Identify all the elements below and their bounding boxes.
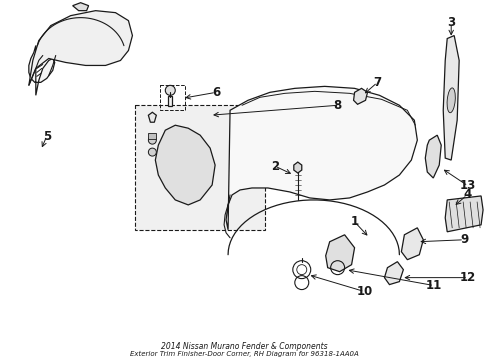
Polygon shape — [29, 11, 132, 85]
Text: 11: 11 — [425, 279, 442, 292]
Text: 3: 3 — [446, 16, 454, 29]
Text: 2: 2 — [270, 159, 278, 172]
Text: 8: 8 — [333, 99, 341, 112]
Text: 9: 9 — [459, 233, 468, 246]
Circle shape — [148, 148, 156, 156]
Polygon shape — [225, 86, 416, 230]
Polygon shape — [444, 196, 482, 232]
Text: 5: 5 — [42, 130, 51, 143]
Polygon shape — [168, 96, 172, 106]
Polygon shape — [148, 112, 156, 122]
Polygon shape — [401, 228, 423, 260]
Text: 12: 12 — [459, 271, 475, 284]
Text: 4: 4 — [462, 188, 470, 202]
Circle shape — [148, 136, 156, 144]
Text: 10: 10 — [356, 285, 372, 298]
Polygon shape — [155, 125, 215, 205]
Polygon shape — [442, 36, 458, 160]
Polygon shape — [29, 45, 55, 95]
Polygon shape — [384, 262, 403, 285]
Polygon shape — [73, 3, 88, 11]
Text: 13: 13 — [459, 180, 475, 193]
FancyBboxPatch shape — [148, 133, 156, 139]
Text: 1: 1 — [350, 215, 358, 228]
Text: Exterior Trim Finisher-Door Corner, RH Diagram for 96318-1AA0A: Exterior Trim Finisher-Door Corner, RH D… — [130, 351, 358, 357]
Text: 7: 7 — [373, 76, 381, 89]
Text: 2014 Nissan Murano Fender & Components: 2014 Nissan Murano Fender & Components — [161, 342, 327, 351]
Text: 6: 6 — [212, 86, 220, 99]
Polygon shape — [325, 235, 354, 272]
FancyBboxPatch shape — [135, 105, 264, 230]
Polygon shape — [425, 135, 440, 178]
Polygon shape — [353, 88, 367, 104]
Polygon shape — [293, 162, 301, 173]
Circle shape — [165, 85, 175, 95]
Ellipse shape — [446, 88, 454, 113]
